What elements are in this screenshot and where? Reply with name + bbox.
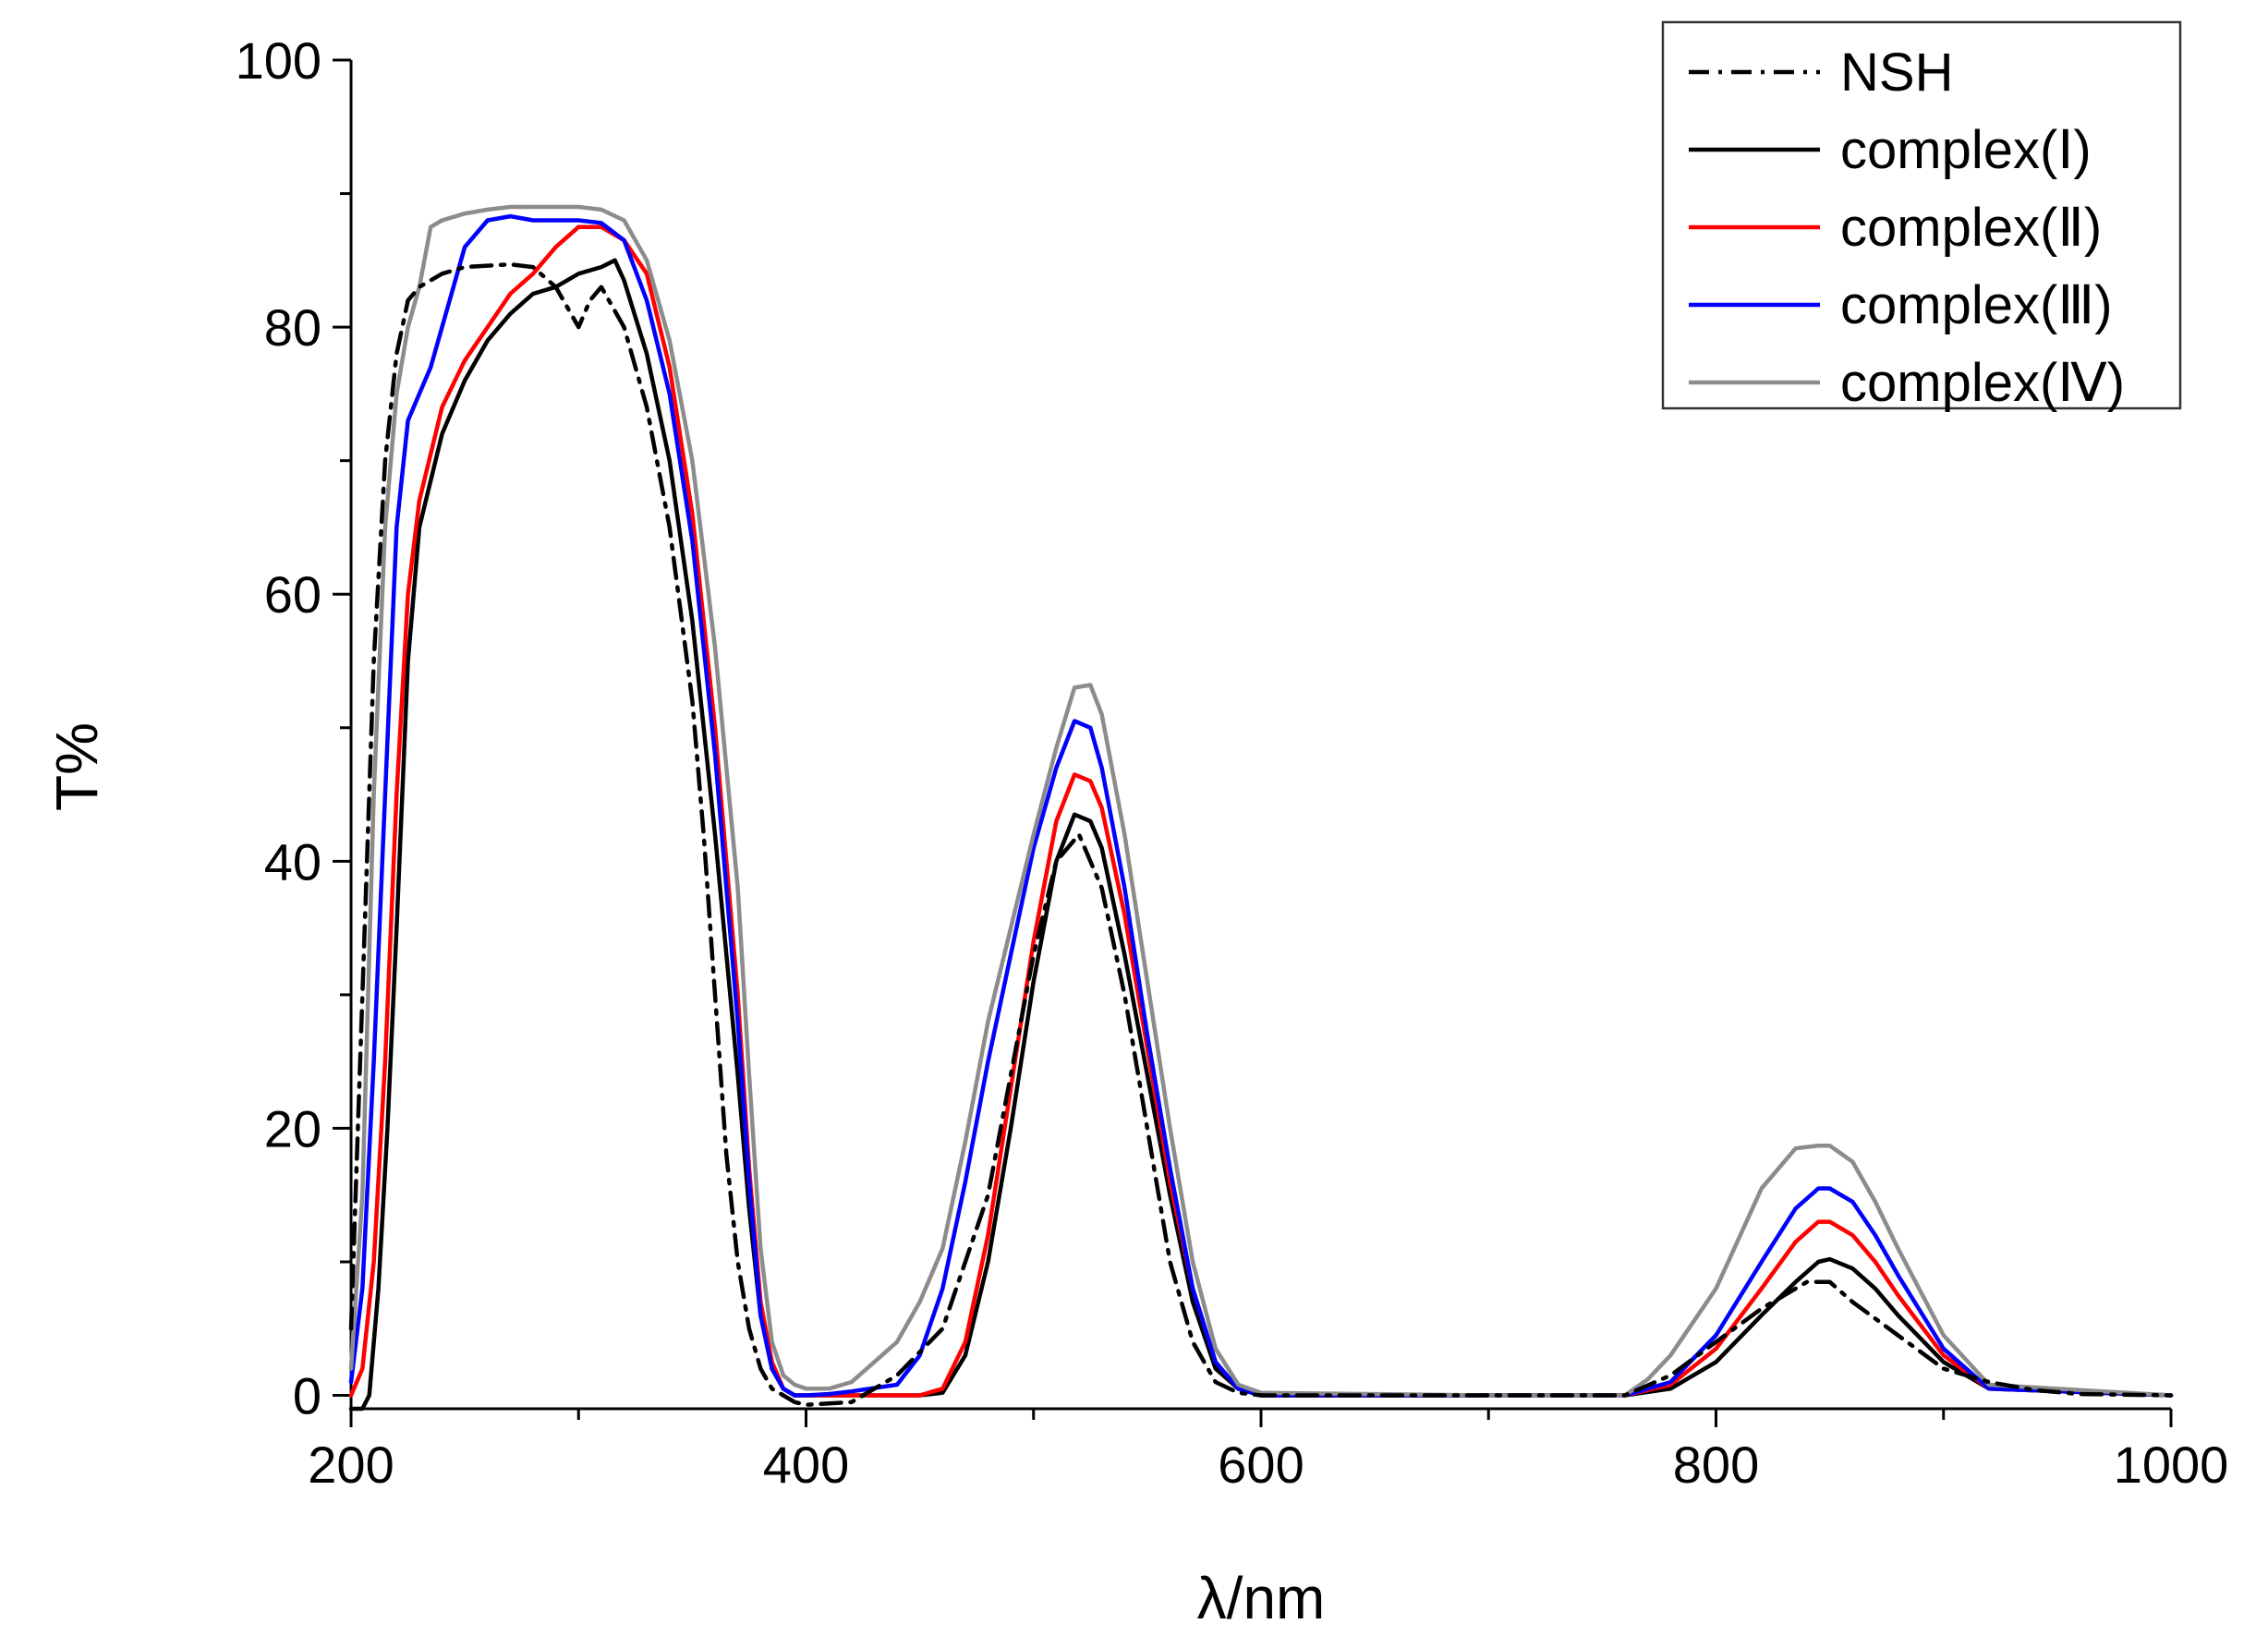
y-tick-label: 40 bbox=[264, 832, 321, 891]
legend-label: complex(Ⅲ) bbox=[1840, 275, 2113, 335]
series-line-complex-2 bbox=[348, 224, 2174, 1398]
x-tick-label: 1000 bbox=[2114, 1436, 2229, 1494]
series-lines bbox=[348, 204, 2174, 1412]
legend: NSH complex(Ⅰ) complex(Ⅱ) complex(Ⅲ) complex… bbox=[1661, 20, 2182, 413]
x-tick-label: 400 bbox=[763, 1436, 849, 1494]
x-tick-label: 800 bbox=[1673, 1436, 1759, 1494]
legend-label: complex(Ⅳ) bbox=[1840, 353, 2125, 413]
series-line-complex-4 bbox=[348, 204, 2174, 1398]
y-tick-label: 100 bbox=[236, 31, 321, 90]
y-tick-label: 0 bbox=[293, 1367, 321, 1425]
y-axis-title: T% bbox=[43, 722, 110, 811]
x-axis-title: λ/nm bbox=[1197, 1565, 1326, 1631]
legend-label: NSH bbox=[1840, 42, 1953, 103]
series-line-nsh bbox=[348, 261, 2174, 1407]
y-tick-label: 80 bbox=[264, 298, 321, 357]
legend-label: complex(Ⅱ) bbox=[1840, 198, 2102, 258]
legend-items: NSH complex(Ⅰ) complex(Ⅱ) complex(Ⅲ) complex… bbox=[1689, 42, 2125, 413]
legend-label: complex(Ⅰ) bbox=[1840, 120, 2092, 180]
y-tick-label: 20 bbox=[264, 1099, 321, 1157]
legend-box bbox=[1661, 20, 2182, 410]
series-line-complex-3 bbox=[348, 213, 2174, 1398]
x-tick-label: 200 bbox=[308, 1436, 394, 1494]
x-ticks: 200 400 600 800 1000 bbox=[308, 1409, 2228, 1494]
y-tick-label: 60 bbox=[264, 565, 321, 624]
x-tick-label: 600 bbox=[1218, 1436, 1304, 1494]
y-ticks: 0 20 40 60 80 100 bbox=[236, 31, 351, 1425]
series-line-complex-1 bbox=[348, 258, 2174, 1412]
